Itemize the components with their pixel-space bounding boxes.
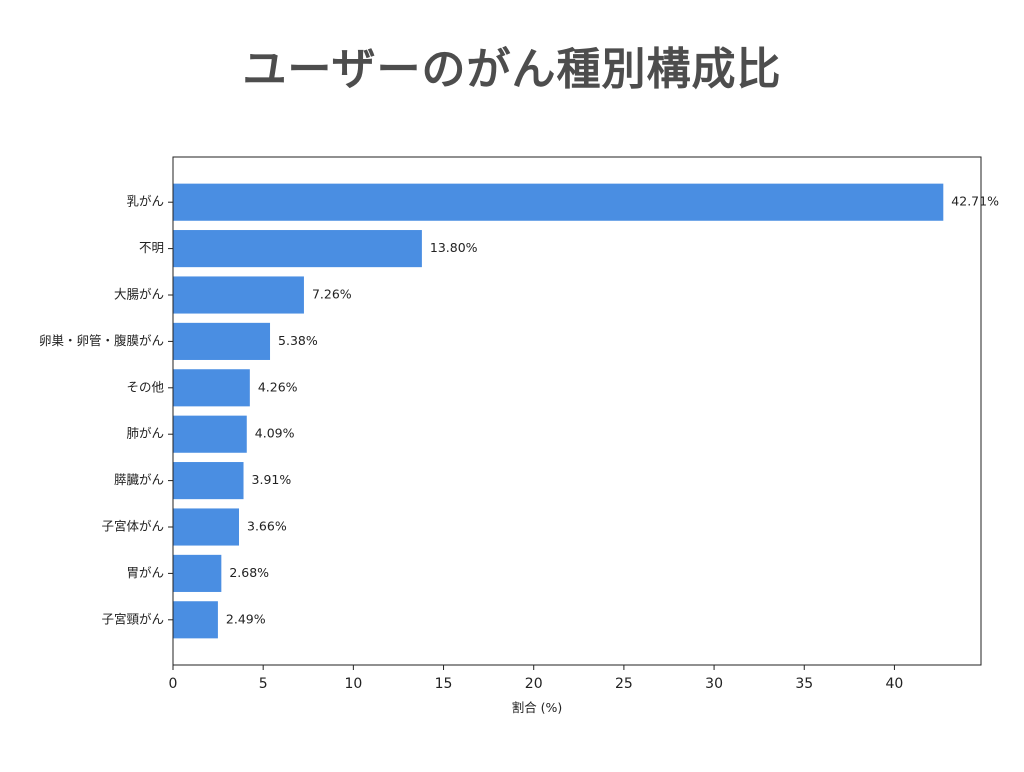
- category-label: 不明: [139, 240, 164, 255]
- bar-3: [173, 276, 304, 314]
- category-label: その他: [126, 379, 164, 394]
- category-label: 卵巣・卵管・腹膜がん: [39, 333, 164, 348]
- category-label: 子宮頸がん: [101, 611, 164, 626]
- value-label: 2.68%: [229, 565, 269, 580]
- value-label: 3.91%: [252, 472, 292, 487]
- bar-6: [173, 415, 247, 453]
- x-tick-label: 0: [169, 676, 178, 692]
- ticks-layer: 0 5 10 15 20 25 30 35 40: [168, 201, 904, 692]
- x-tick-label: 20: [525, 676, 543, 692]
- category-label: 乳がん: [126, 194, 164, 209]
- bar-2: [173, 230, 422, 268]
- x-tick-label: 10: [344, 676, 362, 692]
- bar-5: [173, 369, 250, 407]
- labels-layer: 乳がん 42.71% 不明 13.80% 大腸がん 7.26% 卵巣・卵管・腹膜がん 5.38…: [39, 194, 999, 627]
- page-title: ユーザーのがん種別構成比: [242, 44, 782, 95]
- bar-4: [173, 322, 271, 360]
- category-label: 肺がん: [126, 426, 164, 441]
- category-label: 大腸がん: [114, 287, 164, 302]
- category-label: 胃がん: [126, 565, 164, 580]
- value-label: 4.09%: [255, 426, 295, 441]
- x-tick-label: 25: [615, 676, 633, 692]
- value-label: 3.66%: [247, 519, 287, 534]
- value-label: 13.80%: [430, 240, 478, 255]
- bars-layer: [173, 183, 944, 639]
- x-tick-label: 35: [795, 676, 813, 692]
- x-tick-label: 5: [259, 676, 268, 692]
- plot-frame: [172, 156, 982, 666]
- category-label: 子宮体がん: [101, 519, 164, 534]
- value-label: 42.71%: [951, 194, 999, 209]
- bar-7: [173, 462, 244, 500]
- bar-1: [173, 183, 944, 221]
- x-tick-label: 15: [435, 676, 453, 692]
- category-label: 膵臓がん: [114, 472, 164, 487]
- value-label: 4.26%: [258, 379, 298, 394]
- x-axis-title: 割合 (%): [512, 700, 563, 715]
- x-tick-label: 40: [886, 676, 904, 692]
- value-label: 5.38%: [278, 333, 318, 348]
- value-label: 2.49%: [226, 611, 266, 626]
- value-label: 7.26%: [312, 287, 352, 302]
- bar-9: [173, 554, 222, 592]
- bar-8: [173, 508, 240, 546]
- bar-10: [173, 601, 218, 639]
- x-tick-label: 30: [705, 676, 723, 692]
